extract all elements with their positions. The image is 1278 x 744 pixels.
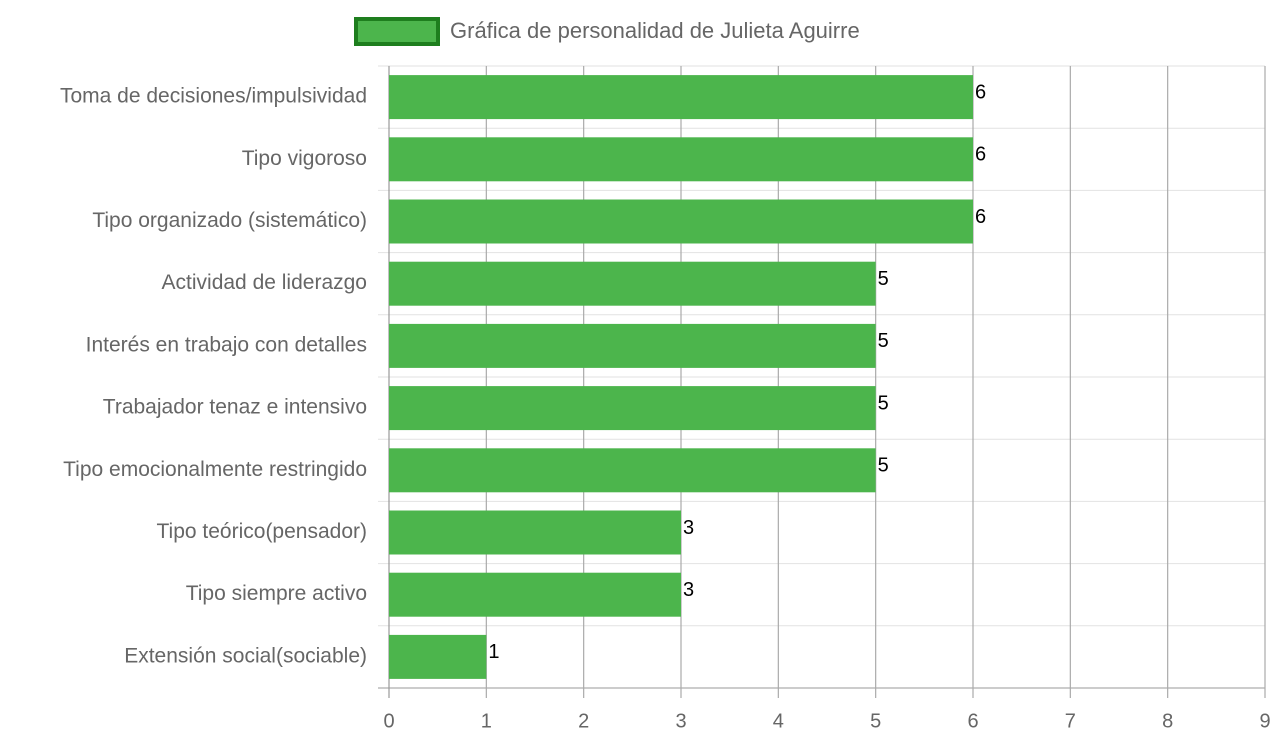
value-label: 3 [683,579,694,601]
value-label: 3 [683,517,694,539]
bar [389,137,973,182]
bar [389,75,973,120]
legend-swatch [354,17,440,46]
bar [389,323,876,368]
y-tick-label: Trabajador tenaz e intensivo [103,396,367,419]
y-tick-label: Tipo vigoroso [242,147,367,170]
value-label: 5 [878,330,889,352]
y-tick-label: Toma de decisiones/impulsividad [60,85,367,108]
bar [389,448,876,493]
x-tick-label: 6 [967,710,978,732]
x-tick-label: 9 [1259,710,1270,732]
x-tick-label: 8 [1162,710,1173,732]
x-tick-label: 1 [481,710,492,732]
bar [389,386,876,431]
bar [389,634,487,679]
value-label: 6 [975,81,986,103]
bar [389,199,973,244]
x-tick-label: 3 [675,710,686,732]
value-label: 6 [975,144,986,166]
value-label: 5 [878,455,889,477]
x-tick-label: 7 [1065,710,1076,732]
value-label: 6 [975,206,986,228]
y-tick-label: Actividad de liderazgo [162,271,367,294]
y-tick-label: Interés en trabajo con detalles [86,333,367,356]
x-tick-label: 0 [383,710,394,732]
bar [389,510,681,555]
y-tick-label: Tipo siempre activo [186,582,367,605]
bar [389,572,681,617]
x-tick-label: 4 [773,710,784,732]
y-tick-label: Extensión social(sociable) [124,644,367,667]
value-label: 1 [488,641,499,663]
value-label: 5 [878,268,889,290]
y-tick-label: Tipo emocionalmente restringido [63,458,367,481]
x-tick-label: 5 [870,710,881,732]
bar [389,261,876,306]
legend-label: Gráfica de personalidad de Julieta Aguir… [450,18,860,43]
value-label: 5 [878,392,889,414]
x-tick-label: 2 [578,710,589,732]
y-tick-label: Tipo teórico(pensador) [157,520,368,543]
y-tick-label: Tipo organizado (sistemático) [92,209,367,232]
